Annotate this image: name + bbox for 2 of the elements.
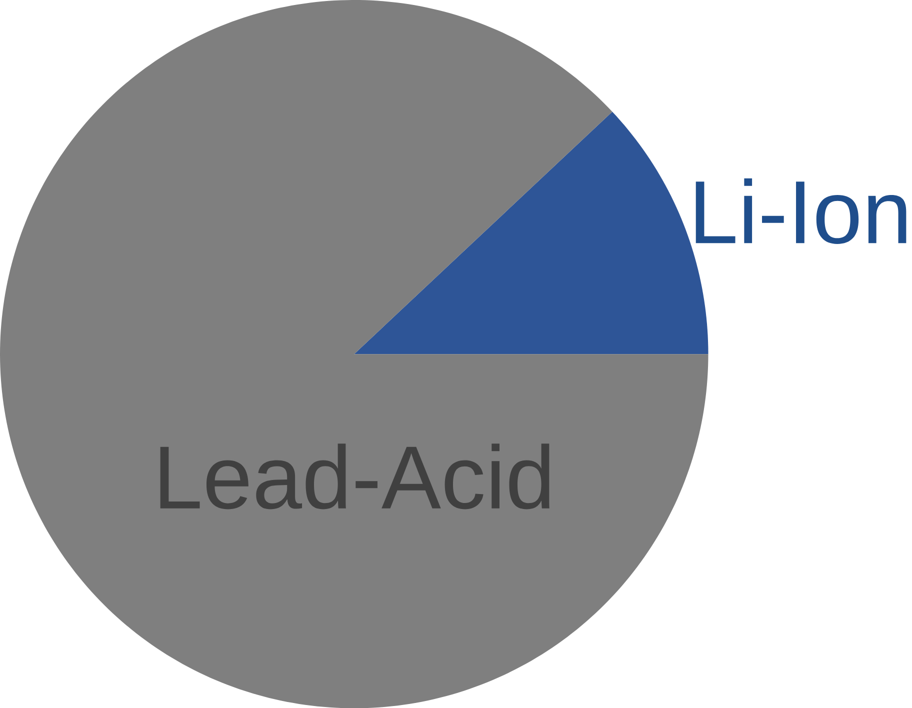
slice-label: Lead-Acid — [160, 443, 550, 510]
slice-label: Li-Ion — [696, 178, 906, 244]
